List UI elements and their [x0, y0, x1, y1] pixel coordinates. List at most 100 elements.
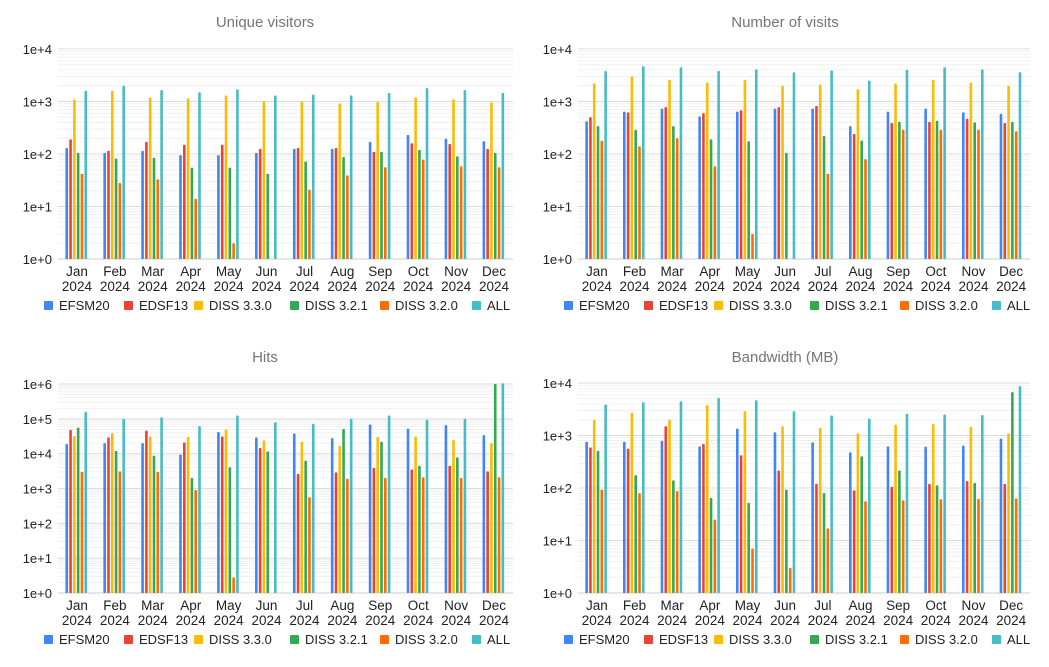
bar-diss-3-2-0 — [421, 159, 425, 259]
x-tick-label: 2024 — [365, 613, 396, 628]
bar-efsm20 — [217, 431, 220, 593]
bar-efsm20 — [255, 152, 258, 259]
bar-diss-3-2-1 — [634, 475, 637, 593]
legend-swatch — [472, 301, 481, 310]
bar-diss-3-2-1 — [596, 450, 600, 593]
y-tick-label: 1e+3 — [23, 482, 52, 497]
bar-diss-3-2-1 — [1011, 121, 1014, 259]
legend-label: DISS 3.3.0 — [729, 298, 792, 313]
bar-diss-3-2-0 — [939, 499, 943, 593]
bar-diss-3-3-0 — [818, 427, 822, 593]
bar-diss-3-2-1 — [190, 167, 194, 259]
x-tick-label: Jun — [256, 264, 278, 279]
bar-diss-3-2-0 — [232, 577, 235, 593]
bar-edsf13 — [486, 471, 489, 593]
x-tick-label: 2024 — [883, 279, 914, 294]
chart-title: Hits — [252, 349, 278, 366]
bar-efsm20 — [444, 138, 448, 259]
y-tick-label: 1e+1 — [23, 200, 52, 215]
x-tick-label: Jul — [296, 264, 313, 279]
bar-edsf13 — [965, 118, 969, 259]
bar-diss-3-3-0 — [414, 97, 417, 259]
bar-efsm20 — [886, 111, 890, 259]
bar-diss-3-3-0 — [186, 437, 190, 593]
x-tick-label: Jun — [774, 264, 796, 279]
bar-diss-3-3-0 — [668, 419, 671, 593]
bar-all — [387, 415, 391, 593]
y-tick-label: 1e+5 — [23, 412, 52, 427]
bar-all — [274, 422, 277, 593]
x-tick-label: Oct — [925, 598, 946, 613]
legend-label: DISS 3.3.0 — [209, 298, 272, 313]
x-tick-label: 2024 — [996, 279, 1027, 294]
y-tick-label: 1e+0 — [543, 252, 572, 267]
bar-diss-3-2-1 — [973, 122, 976, 260]
bar-efsm20 — [482, 141, 486, 259]
bar-efsm20 — [292, 433, 296, 593]
bar-all — [1018, 72, 1022, 259]
bar-diss-3-2-0 — [383, 167, 387, 259]
bar-all — [425, 419, 429, 593]
legend-swatch — [644, 635, 653, 644]
x-tick-label: Jan — [586, 264, 608, 279]
bar-efsm20 — [292, 148, 296, 259]
legend-label: EFSM20 — [579, 632, 630, 647]
x-tick-label: Sep — [368, 264, 392, 279]
bar-efsm20 — [849, 126, 852, 260]
bar-efsm20 — [103, 152, 106, 259]
bar-edsf13 — [334, 472, 338, 593]
y-tick-label: 1e+2 — [23, 147, 52, 162]
bar-diss-3-3-0 — [743, 411, 747, 593]
bar-diss-3-3-0 — [452, 99, 455, 260]
x-tick-label: 2024 — [289, 279, 320, 294]
bar-diss-3-2-0 — [459, 478, 463, 593]
bar-all — [274, 95, 277, 259]
bar-all — [604, 71, 607, 259]
bar-efsm20 — [330, 148, 334, 259]
x-tick-label: 2024 — [845, 613, 876, 628]
bar-diss-3-2-1 — [672, 126, 675, 260]
bar-diss-3-2-0 — [977, 498, 980, 593]
bar-all — [198, 92, 201, 259]
x-tick-label: Mar — [661, 598, 685, 613]
bar-efsm20 — [103, 443, 106, 593]
bar-diss-3-2-0 — [1014, 131, 1018, 259]
bar-diss-3-3-0 — [931, 79, 935, 259]
bar-all — [84, 90, 88, 260]
x-tick-label: 2024 — [327, 279, 358, 294]
bar-edsf13 — [852, 490, 856, 593]
bar-diss-3-3-0 — [894, 83, 897, 259]
bar-diss-3-2-1 — [672, 480, 675, 593]
bar-all — [84, 411, 88, 593]
y-tick-label: 1e+6 — [23, 377, 52, 392]
bar-diss-3-2-0 — [600, 140, 604, 259]
bar-efsm20 — [660, 440, 664, 593]
bar-diss-3-3-0 — [262, 101, 266, 259]
bar-all — [501, 93, 505, 259]
bar-diss-3-2-0 — [1014, 498, 1018, 593]
bar-all — [943, 67, 946, 259]
y-tick-label: 1e+1 — [543, 200, 572, 215]
chart-0: Unique visitors1e+01e+11e+21e+31e+4Jan20… — [23, 14, 513, 313]
x-tick-label: Nov — [444, 598, 468, 613]
bar-efsm20 — [217, 155, 220, 259]
x-tick-label: Jun — [256, 598, 278, 613]
bar-diss-3-2-0 — [864, 501, 867, 593]
bar-edsf13 — [372, 467, 376, 593]
bar-diss-3-2-1 — [342, 429, 345, 593]
bar-all — [717, 397, 720, 593]
x-tick-label: Mar — [141, 264, 165, 279]
bar-diss-3-3-0 — [224, 95, 228, 259]
bar-diss-3-2-1 — [418, 149, 421, 259]
x-tick-label: Apr — [180, 264, 202, 279]
bar-edsf13 — [739, 455, 743, 593]
bar-all — [755, 400, 758, 593]
bar-diss-3-2-0 — [713, 166, 717, 259]
y-tick-label: 1e+3 — [543, 95, 572, 110]
legend-label: EDSF13 — [659, 632, 708, 647]
legend-label: EFSM20 — [59, 632, 110, 647]
bar-diss-3-2-0 — [346, 175, 349, 259]
x-tick-label: Feb — [103, 264, 126, 279]
bar-diss-3-2-0 — [232, 243, 235, 259]
bar-diss-3-2-0 — [638, 146, 641, 259]
